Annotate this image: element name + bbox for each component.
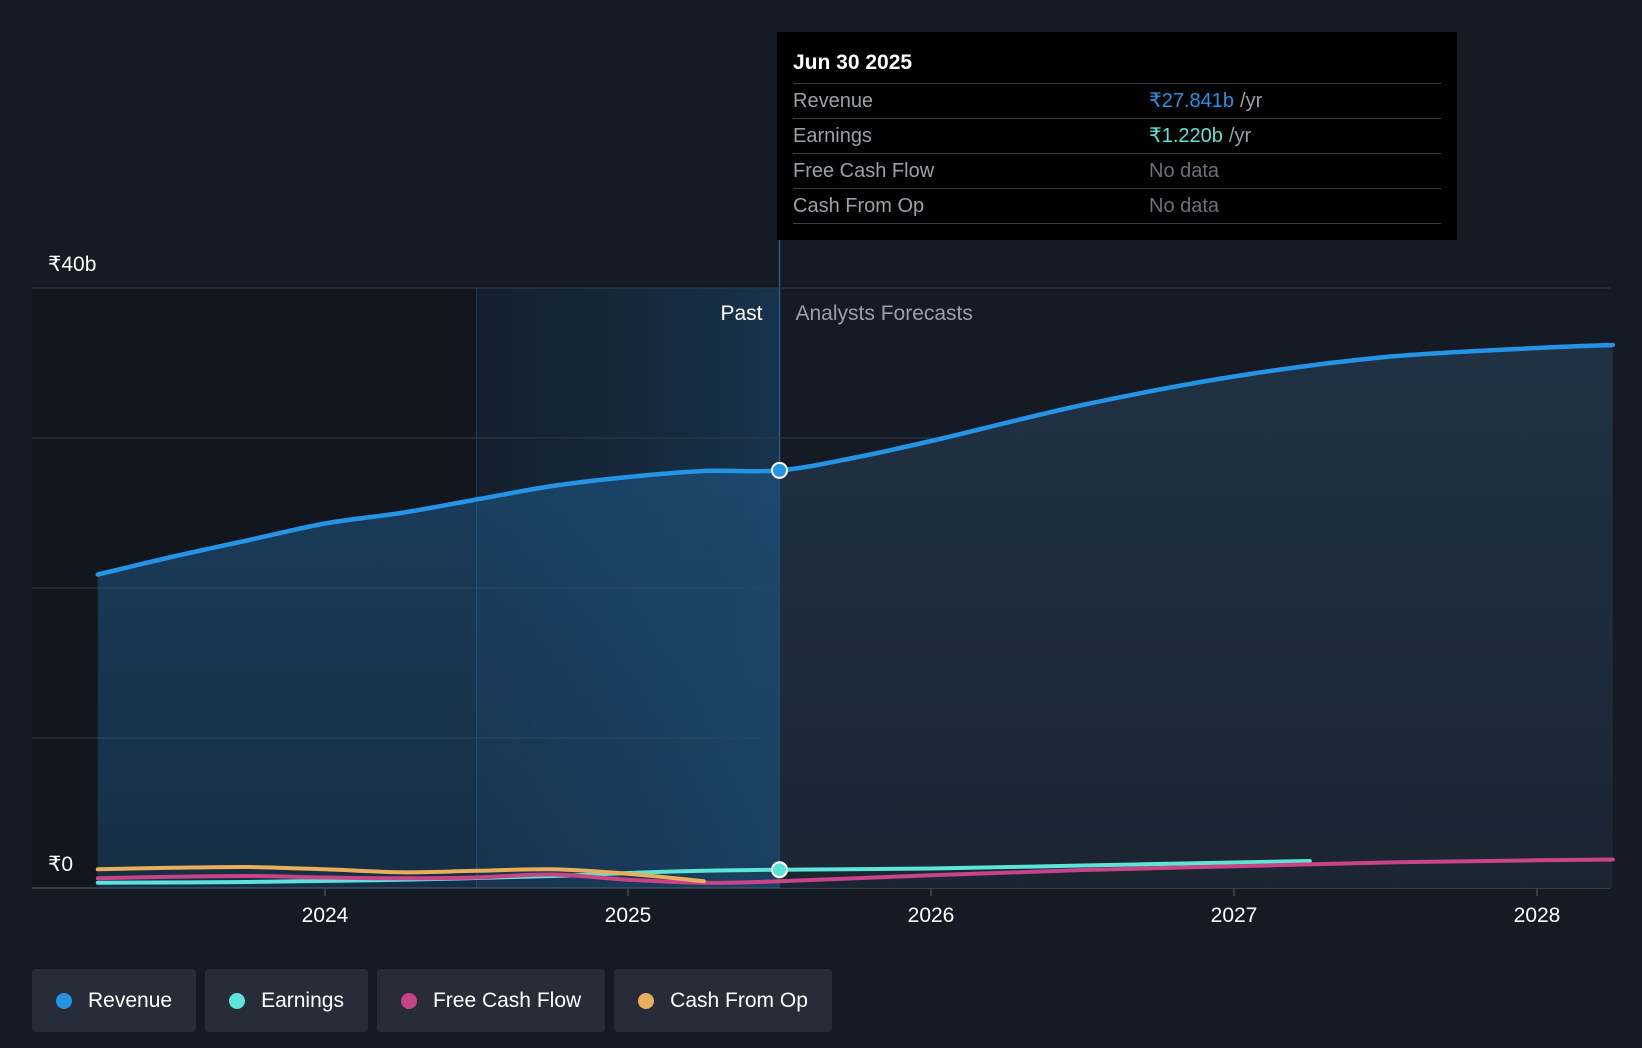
tooltip-row-free-cash-flow: Free Cash Flow No data [793, 154, 1441, 189]
legend-dot-icon [638, 992, 655, 1009]
chart: 2024 2025 2026 2027 2028 ₹40b ₹0 Past Analysts F… [32, 240, 1616, 927]
revenue-area-past [97, 470, 780, 888]
tooltip-row-label: Revenue [793, 90, 874, 112]
legend: Revenue Earnings Free Cash Flow Cash From O… [32, 969, 832, 1032]
legend-label: Revenue [88, 988, 173, 1012]
tooltip-row-value: ₹27.841b [1149, 90, 1235, 112]
tooltip-row-cash-from-op: Cash From Op No data [793, 189, 1441, 224]
tooltip-row-label: Free Cash Flow [793, 160, 935, 182]
x-tick-label: 2028 [1514, 904, 1561, 927]
legend-item-free-cash-flow[interactable]: Free Cash Flow [376, 969, 606, 1032]
tooltip-row-earnings: Earnings ₹1.220b/yr [793, 119, 1441, 154]
legend-dot-icon [400, 992, 417, 1009]
legend-label: Cash From Op [670, 988, 808, 1012]
y-axis-bottom-label: ₹0 [48, 853, 73, 876]
legend-label: Free Cash Flow [432, 988, 582, 1012]
tooltip-row-value: No data [1149, 160, 1220, 182]
x-tick-label: 2024 [302, 904, 349, 927]
tooltip-date: Jun 30 2025 [793, 48, 1441, 84]
tooltip-row-unit: /yr [1228, 125, 1252, 147]
tooltip-row-unit: /yr [1240, 90, 1263, 112]
free-cash-flow-line [95, 857, 1615, 885]
earnings-line [95, 859, 1312, 885]
tooltip: Jun 30 2025 Revenue ₹27.841b/yr Earnings ₹1… [777, 32, 1457, 240]
revenue-area-forecast [779, 345, 1613, 888]
x-tick-label: 2025 [605, 904, 652, 927]
legend-dot-icon [56, 992, 72, 1009]
forecast-label: Analysts Forecasts [796, 302, 973, 325]
cash-from-op-line [95, 864, 706, 884]
past-label: Past [720, 302, 762, 325]
legend-label: Earnings [261, 988, 344, 1012]
revenue-marker [771, 461, 788, 479]
legend-item-earnings[interactable]: Earnings [205, 969, 368, 1032]
y-axis-top-label: ₹40b [48, 253, 96, 276]
tooltip-row-value: No data [1149, 195, 1220, 217]
legend-item-revenue[interactable]: Revenue [32, 969, 197, 1032]
tooltip-row-value: ₹1.220b [1149, 125, 1223, 147]
x-tick-label: 2027 [1211, 904, 1258, 927]
earnings-marker [771, 861, 788, 879]
revenue-line [95, 342, 1616, 577]
tooltip-row-revenue: Revenue ₹27.841b/yr [793, 84, 1441, 119]
x-tick-label: 2026 [908, 904, 955, 927]
legend-dot-icon [229, 992, 246, 1009]
tooltip-row-label: Cash From Op [793, 195, 925, 217]
tooltip-row-label: Earnings [793, 125, 872, 147]
legend-item-cash-from-op[interactable]: Cash From Op [614, 969, 832, 1032]
